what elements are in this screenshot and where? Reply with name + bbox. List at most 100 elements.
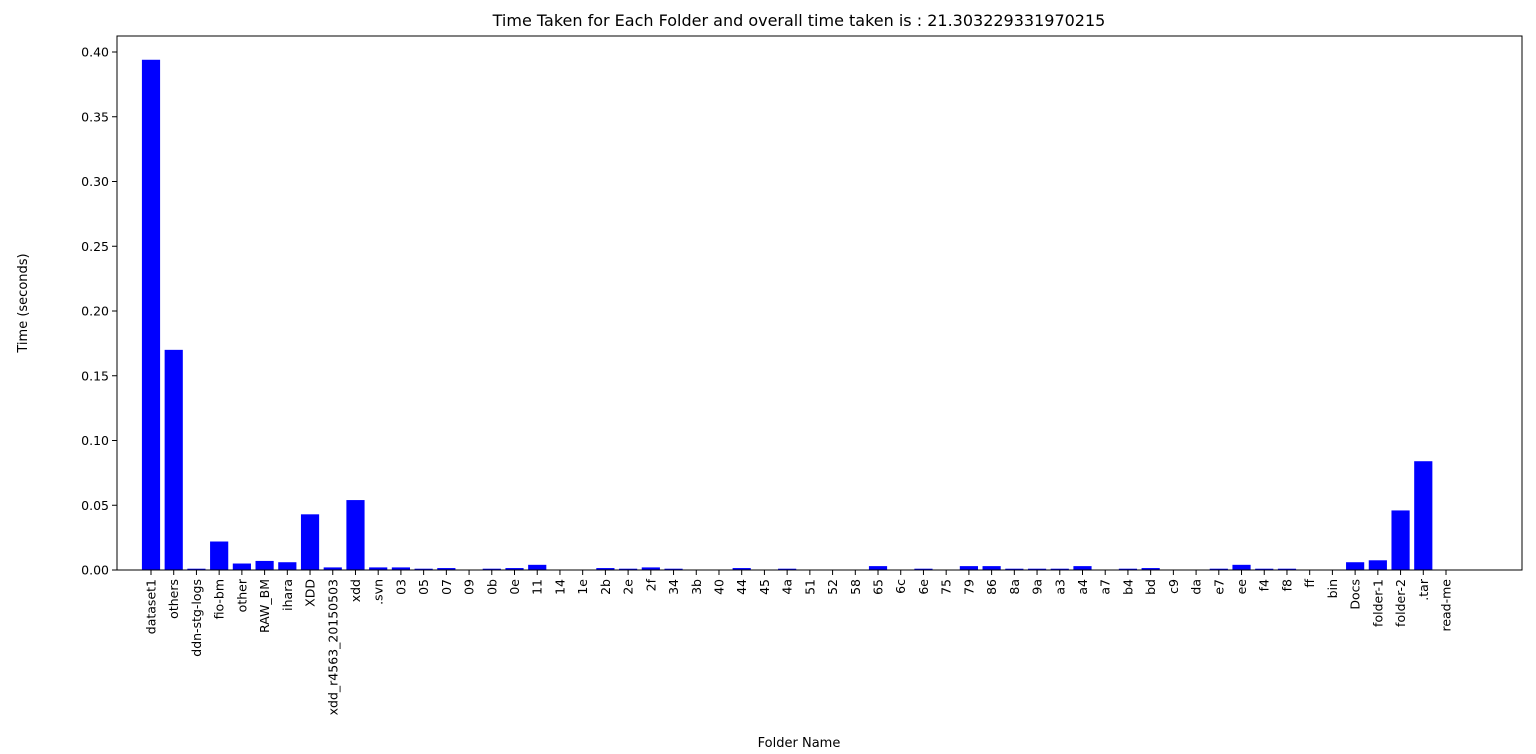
x-tick-label: da: [1189, 579, 1204, 595]
bar-xdd_r4563_20150503: [323, 567, 342, 570]
bar-4a: [778, 568, 797, 570]
x-tick-label: ddn-stg-logs: [189, 579, 204, 657]
y-tick-label: 0.40: [81, 45, 109, 60]
x-tick-label: 51: [802, 579, 817, 595]
x-tick-label: 9a: [1030, 579, 1045, 595]
bar-other: [232, 563, 251, 570]
bar-.tar: [1414, 461, 1433, 570]
bar-ddn-stg-logs: [187, 568, 206, 570]
y-tick-label: 0.15: [81, 368, 109, 383]
bar-f8: [1277, 568, 1297, 570]
bar-xdd: [346, 500, 365, 570]
bar-f4: [1255, 568, 1274, 570]
x-tick-label: 52: [825, 579, 840, 595]
x-tick-label: 0e: [507, 579, 522, 595]
y-tick-label: 0.10: [81, 433, 109, 448]
x-tick-label: ff: [1302, 579, 1317, 588]
x-tick-label: bin: [1325, 579, 1340, 598]
x-tick-label: e7: [1211, 579, 1226, 595]
x-tick-label: .svn: [371, 579, 386, 605]
bar-a3: [1050, 568, 1069, 570]
x-tick-label: 14: [552, 579, 567, 595]
y-tick-label: 0.05: [81, 498, 109, 513]
bar-dataset1: [141, 59, 161, 571]
x-tick-label: xdd_r4563_20150503: [325, 579, 340, 715]
x-tick-label: 0b: [484, 579, 499, 595]
bar-05: [414, 568, 433, 570]
x-tick-label: RAW_BM: [257, 579, 272, 633]
x-tick-label: b4: [1120, 579, 1135, 595]
x-tick-label: 2f: [643, 578, 658, 591]
x-tick-label: 44: [734, 579, 749, 595]
x-tick-label: f4: [1257, 579, 1272, 591]
x-tick-label: 2b: [598, 579, 613, 595]
x-tick-label: 07: [439, 579, 454, 595]
bars-group: [141, 59, 1456, 571]
x-tick-label: 45: [757, 579, 772, 595]
x-tick-label: dataset1: [144, 579, 159, 634]
bar-79: [959, 566, 978, 570]
bar-86: [982, 566, 1001, 570]
x-tick-label: a3: [1052, 579, 1067, 595]
x-tick-label: c9: [1166, 579, 1181, 594]
x-tick-label: XDD: [303, 579, 318, 607]
x-tick-label: folder-1: [1370, 579, 1385, 627]
x-tick-label: 75: [939, 579, 954, 595]
bar-folder-1: [1368, 560, 1387, 570]
bar-XDD: [300, 514, 320, 570]
x-tick-label: 03: [393, 579, 408, 595]
bar-Docs: [1346, 562, 1365, 570]
y-tick-label: 0.00: [81, 563, 109, 578]
bar-03: [391, 567, 410, 570]
x-tick-label: 65: [871, 579, 886, 595]
x-tick-label: 09: [462, 579, 477, 595]
x-tick-label: Docs: [1348, 579, 1363, 610]
x-tick-label: other: [234, 578, 249, 612]
x-tick-label: 79: [961, 579, 976, 595]
bar-8a: [1005, 568, 1024, 570]
x-tick-label: ihara: [280, 579, 295, 611]
y-axis-label: Time (seconds): [16, 253, 31, 353]
bar-2b: [596, 568, 615, 570]
bar-RAW_BM: [255, 560, 274, 570]
bar-07: [437, 568, 456, 570]
bar-others: [164, 349, 183, 570]
x-tick-label: 1e: [575, 579, 590, 595]
x-tick-label: ee: [1234, 579, 1249, 595]
x-tick-label: 34: [666, 579, 681, 595]
bar-e7: [1209, 568, 1228, 570]
x-tick-label: a7: [1098, 579, 1113, 595]
x-tick-label: read-me: [1439, 579, 1454, 632]
x-tick-label: 11: [530, 579, 545, 595]
bar-bd: [1141, 568, 1160, 570]
x-tick-label: 58: [848, 579, 863, 595]
x-tick-label: 8a: [1007, 579, 1022, 595]
bar-6e: [914, 568, 933, 570]
bar-a4: [1073, 566, 1092, 570]
x-tick-label: 40: [711, 579, 726, 595]
bar-0e: [505, 568, 524, 570]
bar-ee: [1232, 564, 1251, 570]
chart-title: Time Taken for Each Folder and overall t…: [492, 11, 1106, 30]
x-tick-label: 4a: [780, 579, 795, 595]
x-tick-label: 2e: [621, 579, 636, 595]
bar-65: [868, 566, 888, 570]
bar-folder-2: [1391, 510, 1410, 570]
x-tick-label: .tar: [1416, 578, 1431, 601]
bar-.svn: [369, 567, 388, 570]
x-tick-label: f8: [1279, 579, 1294, 591]
x-tick-label: bd: [1143, 579, 1158, 595]
x-tick-label: folder-2: [1393, 579, 1408, 627]
x-tick-label: 3b: [689, 579, 704, 595]
bar-ihara: [278, 562, 297, 570]
bar-2f: [641, 567, 660, 570]
bar-44: [732, 568, 751, 570]
bar-b4: [1118, 568, 1138, 570]
bar-34: [664, 568, 683, 570]
y-tick-label: 0.20: [81, 304, 109, 319]
bar-9a: [1027, 568, 1047, 570]
x-tick-label: xdd: [348, 579, 363, 602]
x-tick-label: 6e: [916, 579, 931, 595]
x-axis-label: Folder Name: [758, 736, 841, 751]
x-tick-label: others: [166, 579, 181, 619]
